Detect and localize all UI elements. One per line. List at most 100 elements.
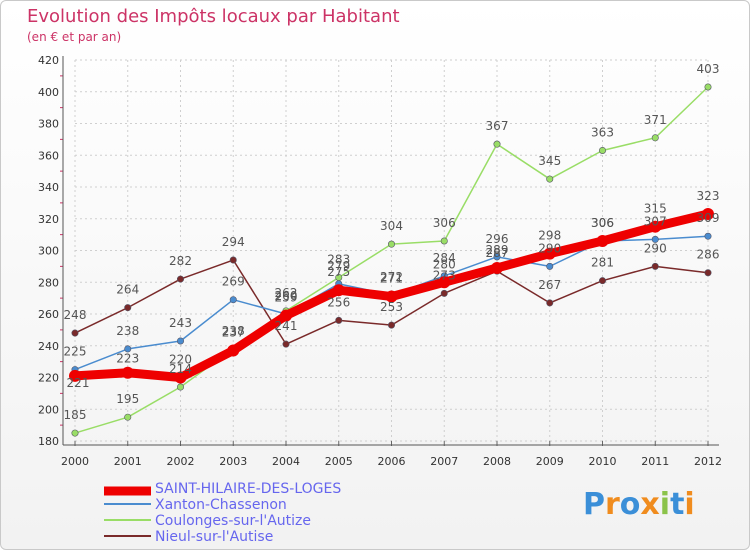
point-3 [71,329,79,337]
logo-letter: r [605,487,620,522]
logo-letter: i [659,487,671,522]
point-0 [649,220,662,233]
y-tick-label: 260 [38,308,59,321]
y-tick-label: 420 [38,54,59,67]
point-0 [543,247,556,260]
data-label-3: 248 [64,308,87,322]
y-tick-label: 360 [38,149,59,162]
data-label-1: 272 [380,270,403,284]
proxiti-logo: Proxiti [583,487,695,522]
point-2 [651,134,659,142]
point-3 [387,321,395,329]
chart-subtitle: (en € et par an) [27,30,122,44]
data-label-3: 282 [169,254,192,268]
x-tick-label: 2001 [114,455,142,468]
point-3 [177,275,185,283]
data-label-3: 287 [486,246,509,260]
data-label-3: 294 [222,235,245,249]
x-tick-label: 2007 [430,455,458,468]
point-0 [121,366,134,379]
data-label-0: 223 [116,352,139,366]
data-label-3: 286 [697,248,720,262]
point-0 [280,309,292,322]
data-label-1: 243 [169,316,192,330]
data-label-2: 363 [591,125,614,139]
point-0 [438,276,451,289]
point-2 [71,429,79,437]
data-label-0: 220 [169,353,192,367]
data-label-2: 304 [380,219,403,233]
data-label-0: 259 [275,291,298,305]
data-label-3: 281 [591,256,614,270]
data-label-2: 306 [433,216,456,230]
point-1 [704,232,712,240]
data-label-3: 264 [116,283,139,297]
y-tick-label: 380 [38,118,59,131]
data-label-0: 280 [433,257,456,271]
x-tick-label: 2011 [641,455,669,468]
data-label-1: 296 [486,232,509,246]
point-0 [491,261,503,274]
point-3 [229,256,237,264]
point-3 [335,316,343,324]
point-2 [387,240,395,248]
data-label-1: 284 [433,251,456,265]
data-label-1: 260 [275,289,298,303]
data-label-2: 214 [169,362,192,376]
data-label-3: 290 [644,241,667,255]
point-3 [282,340,290,348]
chart-title: Evolution des Impôts locaux par Habitant [27,6,400,27]
point-0 [702,207,714,220]
point-3 [124,304,132,312]
data-label-2: 367 [486,119,509,133]
data-label-2: 403 [697,62,720,76]
y-tick-label: 220 [38,372,59,385]
logo-letter: P [583,487,605,522]
x-tick-label: 2002 [167,455,195,468]
x-tick-label: 2010 [589,455,617,468]
point-1 [651,235,659,243]
data-label-0: 289 [486,243,509,257]
logo-letter: t [670,487,685,522]
point-2 [440,237,448,245]
y-tick-label: 300 [38,245,59,258]
series-layer [69,83,714,437]
y-tick-label: 280 [38,276,59,289]
point-3 [651,262,659,270]
data-label-2: 262 [275,286,298,300]
y-tick-label: 340 [38,181,59,194]
data-label-3: 253 [380,300,403,314]
point-2 [493,140,501,148]
data-label-3: 267 [538,278,561,292]
data-label-2: 283 [327,252,350,266]
legend: SAINT-HILAIRE-DES-LOGESXanton-ChassenonC… [104,481,341,545]
y-tick-label: 200 [38,403,59,416]
data-label-1: 238 [116,324,139,338]
logo-letter: i [684,487,695,522]
data-label-0: 237 [222,326,245,340]
x-tick-label: 2008 [483,455,511,468]
point-0 [227,344,240,357]
data-label-1: 225 [64,345,87,359]
axes: 180 200 220 240 260 280 300 320 340 360 380 400 420 2… [38,54,722,468]
x-tick-label: 2012 [694,455,722,468]
x-tick-label: 2004 [272,455,300,468]
point-1 [229,296,237,304]
point-0 [332,284,345,297]
logo-letter: x [640,487,660,522]
x-tick-label: 2006 [378,455,406,468]
x-tick-label: 2003 [219,455,247,468]
point-2 [704,83,712,91]
data-label-1: 309 [697,211,720,225]
y-tick-label: 240 [38,340,59,353]
x-tick-label: 2000 [61,455,89,468]
data-label-3: 241 [275,319,298,333]
point-0 [596,234,609,247]
point-1 [177,337,185,345]
data-label-1: 307 [644,214,667,228]
point-2 [177,383,185,391]
data-label-0: 298 [538,229,561,243]
point-2 [124,413,132,421]
point-3 [598,277,606,285]
